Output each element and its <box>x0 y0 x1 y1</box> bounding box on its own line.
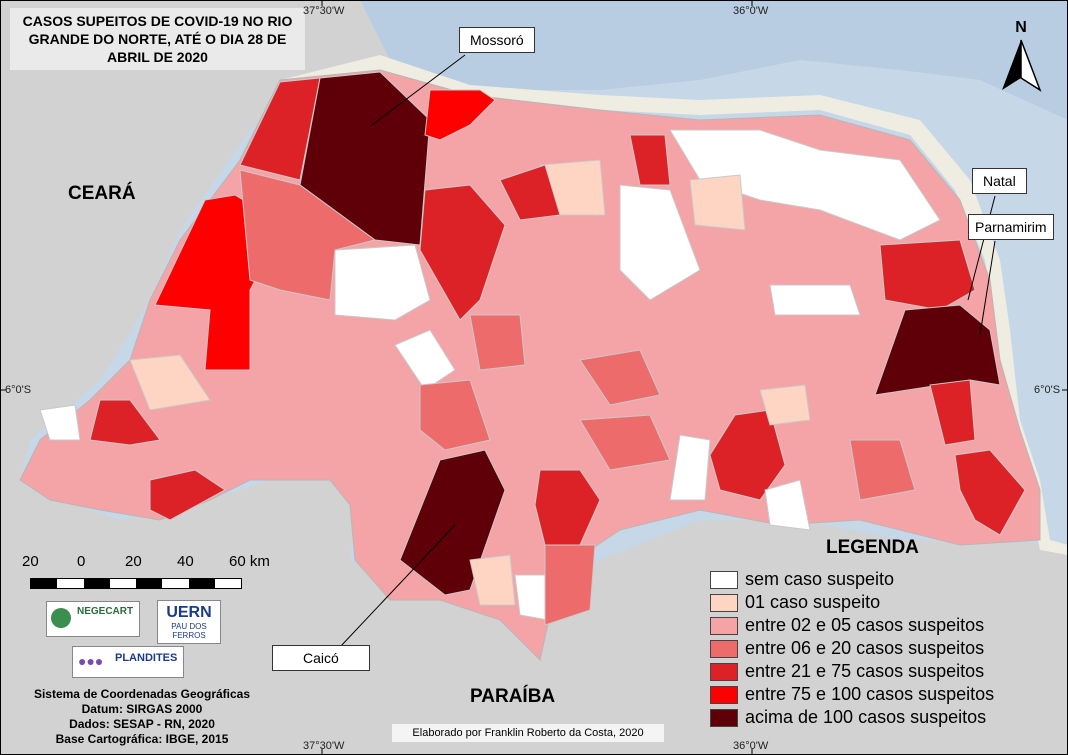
legend-item: entre 75 e 100 casos suspeitos <box>710 683 994 706</box>
legend-item: sem caso suspeito <box>710 568 994 591</box>
north-arrow-icon: N <box>1002 19 1042 92</box>
municipality-patch <box>759 384 811 426</box>
municipality-patch <box>579 349 661 406</box>
legend-swatch <box>710 593 738 612</box>
coord-top-left: 37°30'W <box>303 5 345 17</box>
municipality-patch <box>89 399 161 446</box>
people-icon: ●●● <box>78 653 104 669</box>
municipality-patch <box>419 184 506 321</box>
municipality-patch <box>239 169 377 301</box>
municipality-patch <box>469 314 526 371</box>
legend-title: LEGENDA <box>826 537 919 558</box>
north-arrow: N <box>996 18 1046 103</box>
svg-text:N: N <box>1015 19 1027 36</box>
label-caico: Caicó <box>272 645 370 671</box>
scale-label: 20 <box>125 553 142 570</box>
municipality-patch <box>769 284 861 316</box>
map-title: CASOS SUPEITOS DE COVID-19 NO RIO GRANDE… <box>10 8 305 70</box>
municipality-patch <box>879 239 976 311</box>
legend-swatch <box>710 685 738 704</box>
info-line: Dados: SESAP - RN, 2020 <box>69 717 215 731</box>
coord-bottom-right: 36°0'W <box>733 740 769 752</box>
scale-label: 60 km <box>229 553 270 570</box>
legend-item: 01 caso suspeito <box>710 591 994 614</box>
municipality-patch <box>849 439 916 501</box>
municipality-patch <box>499 164 561 221</box>
scale-label: 40 <box>177 553 194 570</box>
info-line: Sistema de Coordenadas Geográficas <box>33 687 251 701</box>
legend-item: acima de 100 casos suspeitos <box>710 706 994 729</box>
coord-bottom-left: 37°30'W <box>303 740 345 752</box>
map-info: Sistema de Coordenadas Geográficas Datum… <box>22 687 262 747</box>
legend: sem caso suspeito 01 caso suspeito entre… <box>710 568 994 729</box>
scale-label: 0 <box>77 553 86 570</box>
municipality-patch <box>149 469 226 521</box>
scale-bar <box>30 578 242 589</box>
legend-label: entre 75 e 100 casos suspeitos <box>745 684 995 704</box>
municipality-patch <box>669 434 711 501</box>
label-mossoro: Mossoró <box>459 27 535 53</box>
deep-sea <box>360 0 1068 120</box>
municipality-patch <box>689 174 746 231</box>
legend-label: entre 21 e 75 casos suspeitos <box>745 661 985 681</box>
info-line: Datum: SIRGAS 2000 <box>81 702 203 716</box>
scale-label: 20 <box>22 553 39 570</box>
info-line: Base Cartográfica: IBGE, 2015 <box>55 732 229 746</box>
municipality-patch <box>544 544 596 626</box>
legend-label: entre 02 e 05 casos suspeitos <box>745 615 985 635</box>
legend-swatch <box>710 570 738 589</box>
municipality-patch <box>469 554 516 606</box>
legend-swatch <box>710 662 738 681</box>
natal-leader-line <box>967 195 996 301</box>
tree-icon <box>51 608 71 628</box>
municipality-natal-region <box>874 304 1001 396</box>
legend-label: 01 caso suspeito <box>745 592 881 612</box>
credit: Elaborado por Franklin Roberto da Costa,… <box>392 724 664 742</box>
label-natal: Natal <box>972 168 1027 194</box>
legend-swatch <box>710 639 738 658</box>
coord-top-right: 36°0'W <box>733 5 769 17</box>
legend-item: entre 02 e 05 casos suspeitos <box>710 614 994 637</box>
ceara-land <box>0 0 390 490</box>
legend-label: sem caso suspeito <box>745 569 895 589</box>
region-paraiba: PARAÍBA <box>470 686 556 707</box>
label-parnamirim: Parnamirim <box>968 214 1054 240</box>
mossoro-leader-line <box>371 54 466 126</box>
municipality-patch <box>424 89 496 141</box>
municipality-patch <box>929 379 976 446</box>
municipality-patch <box>419 379 491 451</box>
uern-logo: UERN PAU DOS FERROS <box>157 600 221 644</box>
legend-swatch <box>710 616 738 635</box>
municipality-patch <box>619 184 701 301</box>
parnamirim-leader-line <box>979 240 996 336</box>
caico-leader-line <box>339 524 456 648</box>
legend-item: entre 21 e 75 casos suspeitos <box>710 660 994 683</box>
plandites-logo: ●●● PLANDITES <box>72 646 184 678</box>
municipality-patch <box>954 449 1026 536</box>
legend-item: entre 06 e 20 casos suspeitos <box>710 637 994 660</box>
municipality-patch <box>334 244 431 321</box>
municipality-patch <box>514 574 549 621</box>
negecart-logo: NEGECART <box>46 601 140 637</box>
municipality-patch <box>579 414 671 471</box>
coord-right-lat: 6°0'S <box>1034 384 1061 396</box>
municipality-patch <box>129 354 211 411</box>
municipality-patch <box>394 329 456 391</box>
legend-label: acima de 100 casos suspeitos <box>745 707 987 727</box>
coord-left-lat: 6°0'S <box>5 384 32 396</box>
municipality-patch <box>39 404 81 441</box>
municipality-patch <box>629 134 671 186</box>
legend-label: entre 06 e 20 casos suspeitos <box>745 638 985 658</box>
municipality-patch <box>764 479 811 531</box>
region-ceara: CEARÁ <box>68 183 136 204</box>
legend-swatch <box>710 708 738 727</box>
